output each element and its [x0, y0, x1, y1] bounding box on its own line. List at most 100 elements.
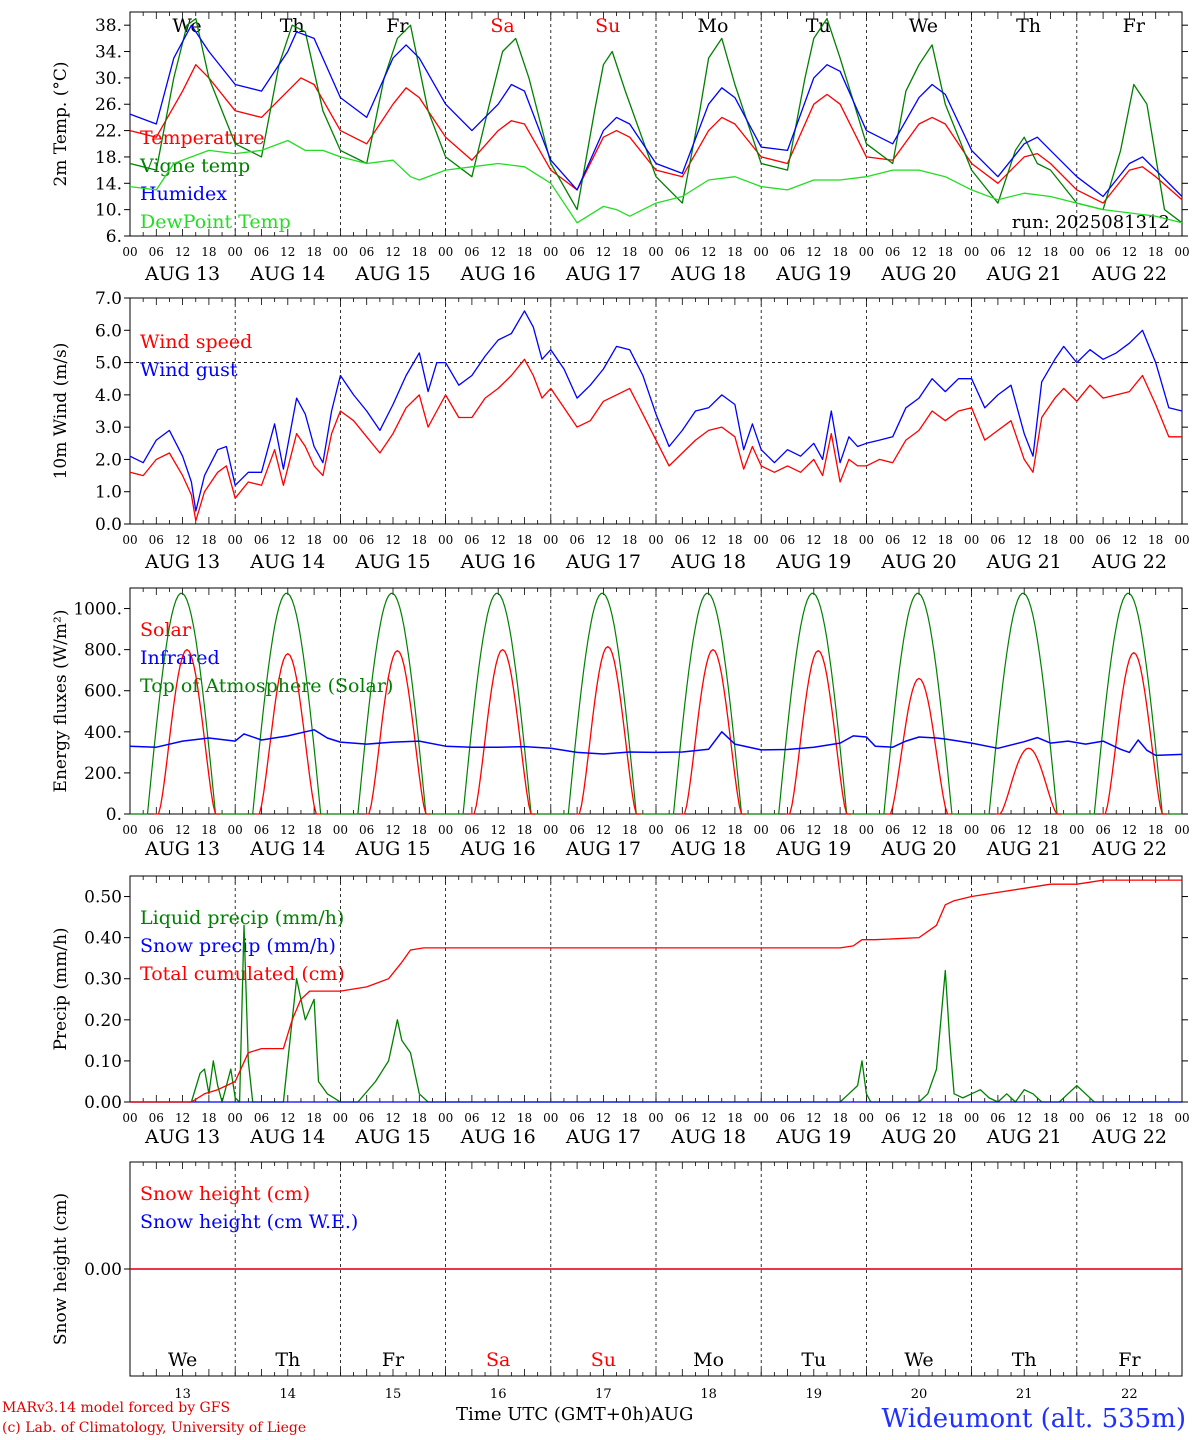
hour-tick-label: 18 [1043, 245, 1058, 259]
hour-tick-label: 18 [1148, 533, 1163, 547]
date-label: AUG 14 [249, 551, 325, 573]
date-label: AUG 19 [775, 263, 851, 285]
weekday-label: Su [591, 1349, 616, 1371]
hour-tick-label: 00 [543, 823, 558, 837]
hour-tick-label: 00 [122, 245, 137, 259]
date-label: AUG 20 [880, 1126, 956, 1148]
hour-tick-label: 00 [333, 245, 348, 259]
hour-tick-label: 12 [280, 533, 295, 547]
hour-tick-label: 18 [727, 533, 742, 547]
hour-tick-label: 00 [964, 1111, 979, 1125]
weekday-label: Th [275, 1349, 300, 1371]
date-label: AUG 19 [775, 838, 851, 860]
solar-line [574, 645, 641, 815]
hour-tick-label: 00 [859, 823, 874, 837]
y-axis-label: Energy fluxes (W/m²) [51, 610, 71, 793]
hour-tick-label: 12 [596, 1111, 611, 1125]
legend-item: Temperature [140, 127, 264, 149]
hour-tick-label: 06 [254, 533, 269, 547]
hour-tick-label: 12 [806, 533, 821, 547]
date-label: AUG 18 [670, 551, 746, 573]
hour-tick-label: 00 [754, 533, 769, 547]
y-tick-label: 1.0 [95, 483, 122, 503]
legend-item: Liquid precip (mm/h) [140, 907, 344, 929]
y-tick-label: 6.0 [95, 321, 122, 341]
hour-tick-label: 00 [438, 823, 453, 837]
date-label: AUG 15 [354, 551, 430, 573]
legend-item: Solar [140, 619, 192, 641]
hour-tick-label: 00 [1069, 823, 1084, 837]
hour-tick-label: 00 [122, 533, 137, 547]
infrared-line [129, 729, 1183, 757]
date-label: AUG 13 [144, 838, 220, 860]
hour-tick-label: 06 [675, 1111, 690, 1125]
date-label: AUG 21 [986, 1126, 1062, 1148]
weekday-label: Sa [486, 1349, 510, 1371]
hour-tick-label: 18 [1043, 1111, 1058, 1125]
hour-tick-label: 12 [1122, 823, 1137, 837]
date-label: AUG 18 [670, 263, 746, 285]
hour-tick-label: 06 [254, 1111, 269, 1125]
hour-tick-label: 18 [1043, 533, 1058, 547]
wind-gust-line [129, 310, 1183, 512]
hour-tick-label: 00 [333, 823, 348, 837]
hour-tick-label: 18 [622, 823, 637, 837]
hour-tick-label: 18 [306, 245, 321, 259]
hour-tick-label: 12 [1017, 245, 1032, 259]
hour-tick-label: 00 [438, 533, 453, 547]
hour-tick-label: 12 [491, 823, 506, 837]
y-tick-label: 2.0 [95, 450, 122, 470]
solar-line [254, 653, 321, 815]
hour-tick-label: 06 [675, 245, 690, 259]
y-tick-label: 0.30 [84, 970, 122, 990]
y-tick-label: 600. [84, 682, 122, 702]
hour-tick-label: 18 [832, 533, 847, 547]
station-label: Wideumont (alt. 535m) [881, 1404, 1186, 1434]
hour-tick-label: 06 [675, 533, 690, 547]
x-axis-title: Time UTC (GMT+0h)AUG [456, 1404, 694, 1425]
y-axis-label: Snow height (cm) [51, 1193, 71, 1345]
hour-tick-label: 18 [938, 1111, 953, 1125]
hour-tick-label: 12 [385, 533, 400, 547]
hour-tick-label: 12 [596, 533, 611, 547]
hour-tick-label: 00 [1174, 1111, 1189, 1125]
solar-line [364, 650, 431, 815]
hour-tick-label: 06 [885, 533, 900, 547]
y-tick-label: 22. [95, 122, 122, 142]
weekday-label: Tu [806, 15, 831, 37]
hour-tick-label: 00 [1069, 533, 1084, 547]
hour-tick-label: 12 [911, 1111, 926, 1125]
hour-tick-label: 12 [175, 533, 190, 547]
y-tick-label: 0.20 [84, 1011, 122, 1031]
hour-tick-label: 00 [122, 1111, 137, 1125]
hour-tick-label: 12 [806, 245, 821, 259]
hour-tick-label: 12 [1122, 533, 1137, 547]
hour-tick-label: 12 [911, 533, 926, 547]
y-tick-label: 0. [106, 805, 122, 825]
hour-tick-label: 00 [122, 823, 137, 837]
date-label: AUG 15 [354, 263, 430, 285]
y-tick-label: 0.00 [84, 1093, 122, 1113]
y-tick-label: 200. [84, 764, 122, 784]
hour-tick-label: 12 [1017, 823, 1032, 837]
hour-tick-label: 00 [228, 1111, 243, 1125]
toa-solar-line [340, 592, 446, 815]
legend-item: Humidex [140, 183, 227, 205]
hour-tick-label: 06 [885, 245, 900, 259]
legend-item: Snow height (cm W.E.) [140, 1211, 358, 1233]
y-tick-label: 10. [95, 201, 122, 221]
vigne-temp-line [129, 17, 1183, 224]
weekday-label: We [168, 1349, 197, 1371]
hour-tick-label: 18 [517, 245, 532, 259]
date-label: AUG 21 [986, 551, 1062, 573]
day-number-label: 16 [490, 1387, 507, 1402]
solar-line [1100, 652, 1167, 815]
hour-tick-label: 00 [1069, 1111, 1084, 1125]
day-number-label: 15 [385, 1387, 402, 1402]
panel-frame [129, 11, 1183, 237]
legend-item: Snow precip (mm/h) [140, 935, 336, 957]
weekday-label: Fr [382, 1349, 405, 1371]
run-label: run: 2025081312 [1012, 212, 1170, 233]
weekday-label: Tu [801, 1349, 826, 1371]
day-number-label: 22 [1121, 1387, 1138, 1402]
